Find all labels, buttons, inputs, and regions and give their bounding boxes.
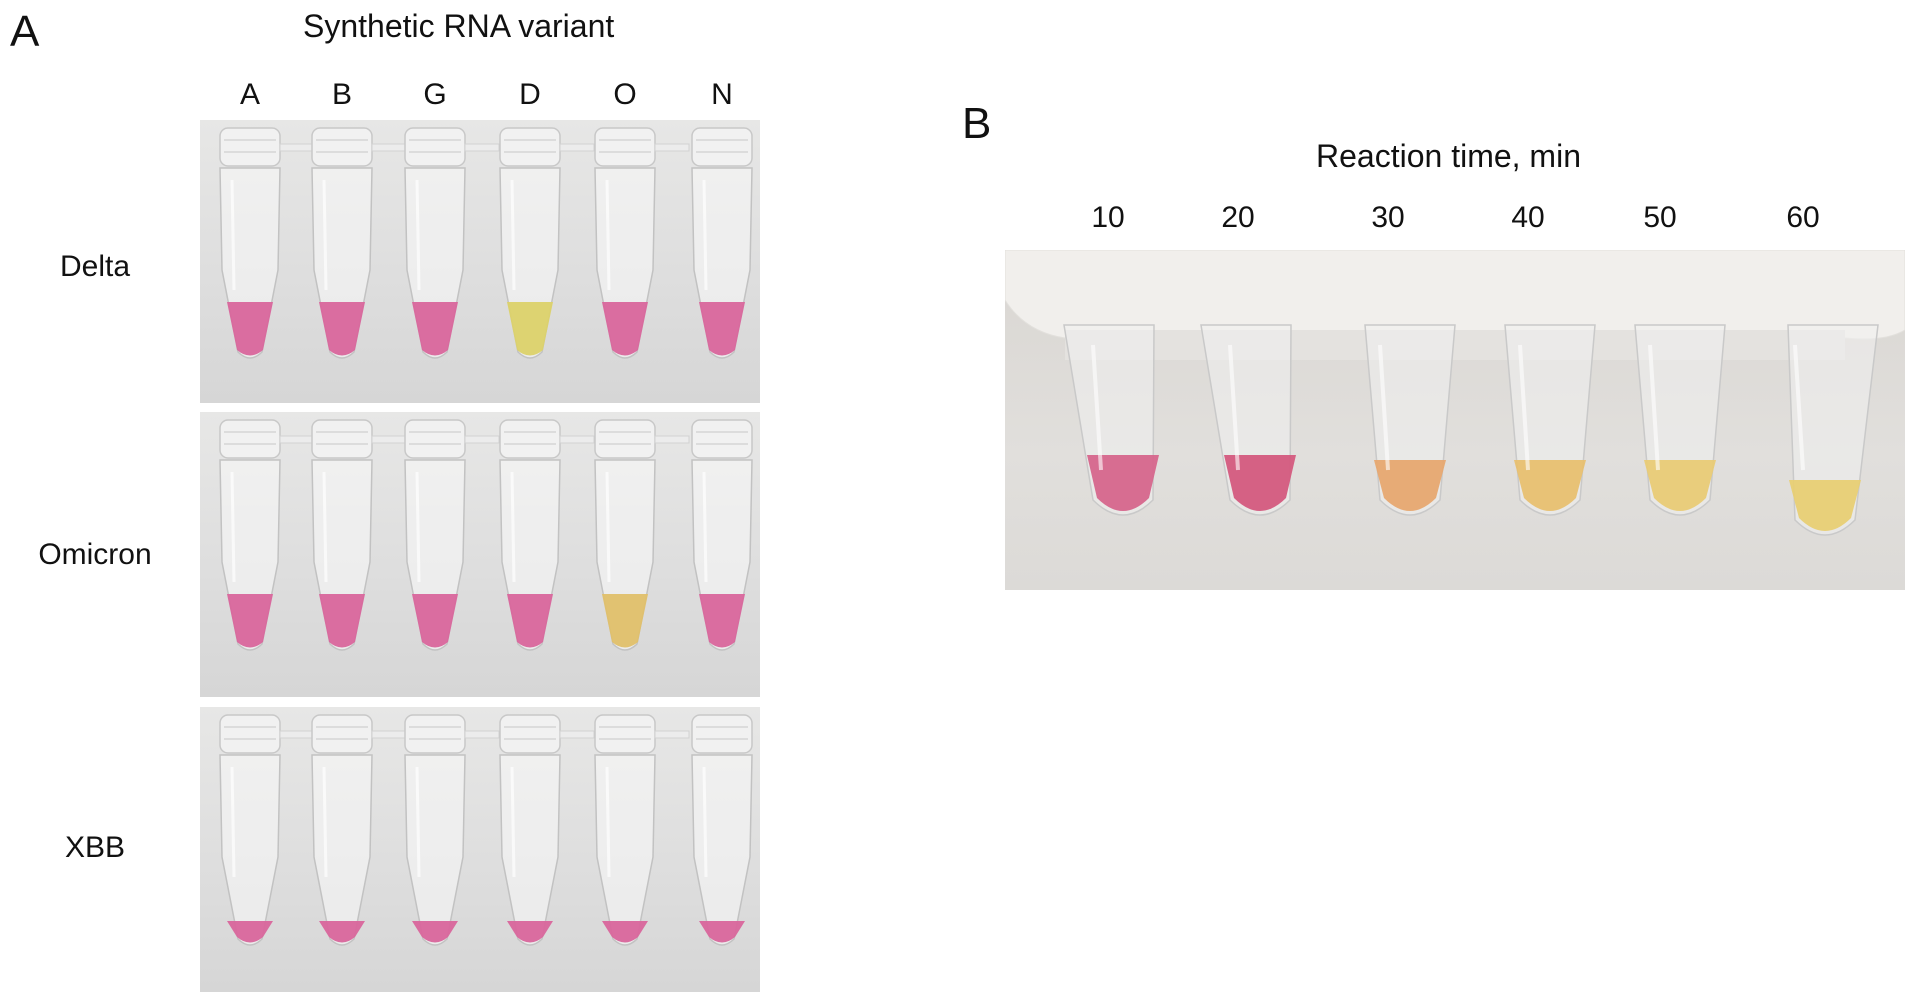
row-label-delta: Delta <box>59 250 131 283</box>
panel-a-letter: A <box>10 7 40 56</box>
tube-liquid <box>227 921 273 943</box>
tube-liquid <box>1514 460 1586 511</box>
col-label-d: D <box>519 78 541 111</box>
photo-xbb-row <box>200 707 760 992</box>
panel-a-heading: Synthetic RNA variant <box>303 8 615 44</box>
tube <box>219 127 315 359</box>
tube <box>594 127 690 359</box>
tube-liquid <box>602 302 648 356</box>
tube-liquid <box>507 302 553 356</box>
tube-row-drawing <box>219 714 753 946</box>
tube-liquid <box>699 594 745 648</box>
time-label-30: 30 <box>1371 201 1405 234</box>
photo-omicron-row <box>200 412 760 697</box>
col-label-b: B <box>331 78 352 111</box>
tube <box>594 714 690 946</box>
col-label-a: A <box>239 78 260 111</box>
tube-liquid <box>227 302 273 356</box>
tube <box>311 419 407 651</box>
tube-liquid <box>602 921 648 943</box>
tube-liquid <box>412 302 458 356</box>
tube <box>1634 324 1726 516</box>
row-label-omicron: Omicron <box>38 538 152 571</box>
tube-liquid <box>699 302 745 356</box>
tube <box>691 714 753 946</box>
tube <box>691 419 753 651</box>
tube-liquid <box>1374 460 1446 511</box>
tube <box>594 419 690 651</box>
tube-liquid <box>507 594 553 648</box>
time-label-20: 20 <box>1221 201 1255 234</box>
time-label-60: 60 <box>1786 201 1820 234</box>
col-label-g: G <box>423 78 447 111</box>
tube <box>1787 324 1879 536</box>
col-label-o: O <box>613 78 637 111</box>
tube-liquid <box>1789 480 1861 531</box>
tube-liquid <box>1644 460 1716 511</box>
tube-liquid <box>319 302 365 356</box>
row-label-xbb: XBB <box>64 831 126 864</box>
reaction-tubes-drawing <box>1005 250 1905 536</box>
tube <box>219 419 315 651</box>
tube-liquid <box>602 594 648 648</box>
time-label-50: 50 <box>1643 201 1677 234</box>
tube <box>404 714 500 946</box>
tube <box>499 127 595 359</box>
tube <box>404 127 500 359</box>
tube <box>219 714 315 946</box>
tube <box>1364 324 1456 516</box>
tube-liquid <box>1087 455 1159 511</box>
panel-b-heading: Reaction time, min <box>1316 138 1581 174</box>
tube <box>311 127 407 359</box>
tube <box>499 714 595 946</box>
tube-liquid <box>412 921 458 943</box>
tube-liquid <box>319 921 365 943</box>
tube <box>404 419 500 651</box>
photo-reaction-time <box>1005 250 1905 590</box>
tube <box>311 714 407 946</box>
tube-liquid <box>699 921 745 943</box>
panel-b-letter: B <box>962 99 992 148</box>
tube <box>499 419 595 651</box>
tube-liquid <box>507 921 553 943</box>
tube-row-drawing <box>219 127 753 359</box>
col-label-n: N <box>711 78 733 111</box>
tube <box>1200 324 1296 516</box>
tube-liquid <box>227 594 273 648</box>
photo-delta-row <box>200 120 760 403</box>
tube <box>691 127 753 359</box>
tube <box>1504 324 1596 516</box>
tube-liquid <box>412 594 458 648</box>
time-label-10: 10 <box>1091 201 1125 234</box>
tube-liquid <box>1224 455 1296 511</box>
tube-row-drawing <box>219 419 753 651</box>
tube <box>1063 324 1159 516</box>
time-label-40: 40 <box>1511 201 1545 234</box>
tube-liquid <box>319 594 365 648</box>
